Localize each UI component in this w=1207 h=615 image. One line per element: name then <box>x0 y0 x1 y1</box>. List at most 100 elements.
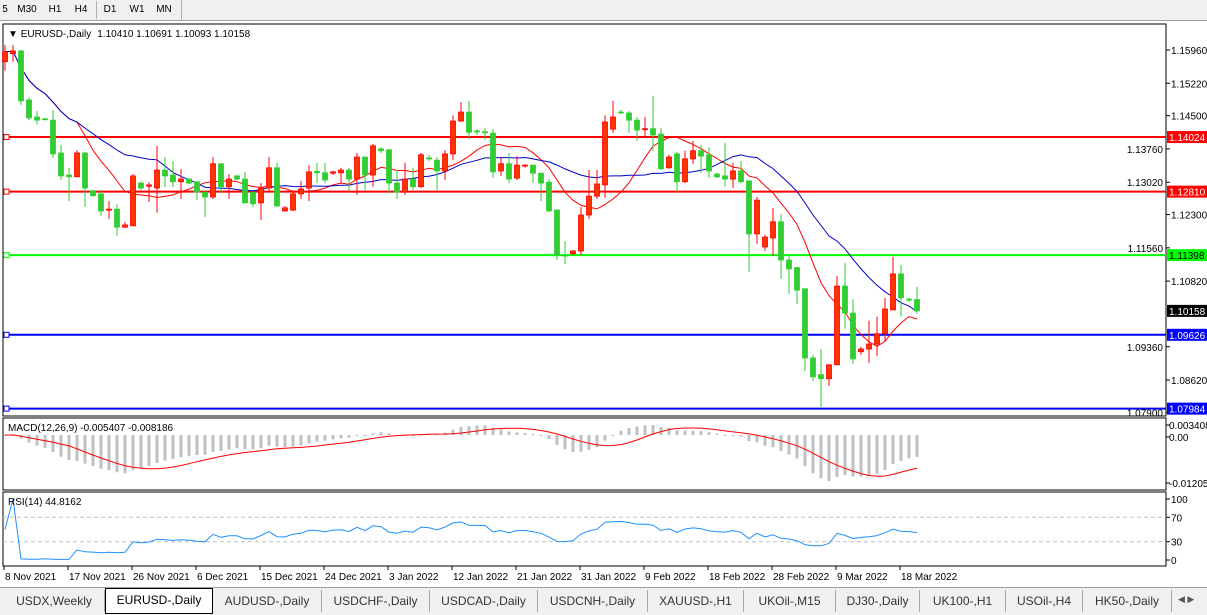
ohlc-readout: 1.10410 1.10691 1.10093 1.10158 <box>97 29 250 40</box>
macd-histogram-bar <box>171 435 175 459</box>
tab-xauusd-h1[interactable]: XAUUSD-,H1 <box>648 590 744 612</box>
candle-body <box>138 182 144 189</box>
macd-histogram-bar <box>843 435 847 476</box>
macd-histogram-bar <box>371 433 375 435</box>
macd-histogram-bar <box>683 430 687 435</box>
macd-histogram-bar <box>347 435 351 438</box>
candle-body <box>42 118 48 121</box>
tab-usdchf-daily[interactable]: USDCHF-,Daily <box>322 590 430 612</box>
macd-histogram-bar <box>803 435 807 467</box>
current-price-tag <box>1167 304 1207 317</box>
candle-body <box>10 50 16 54</box>
tab-dj30-daily[interactable]: DJ30-,Daily <box>836 590 920 612</box>
macd-histogram-bar <box>163 435 167 461</box>
timeframe-mn[interactable]: MN <box>156 4 172 15</box>
timeframe-toolbar: 5 M30 H1 H4 D1 W1 MN <box>0 0 1207 21</box>
timeframe-h1[interactable]: H1 <box>48 4 62 15</box>
macd-histogram-bar <box>891 435 895 465</box>
macd-histogram-bar <box>659 427 663 435</box>
candle-body <box>498 163 504 172</box>
macd-panel <box>2 417 1167 491</box>
candle-body <box>794 267 800 291</box>
candle-body <box>666 156 672 169</box>
macd-histogram-bar <box>699 430 703 435</box>
candle-body <box>730 170 736 180</box>
candle-body <box>122 224 128 228</box>
candle-body <box>402 178 408 193</box>
price-level-label: 1.11398 <box>1169 251 1205 262</box>
candle-body <box>762 236 768 248</box>
candle-body <box>186 178 192 184</box>
macd-histogram-bar <box>611 435 615 436</box>
timeframe-d1[interactable]: D1 <box>103 4 117 15</box>
tab-usoil-h4[interactable]: USOil-,H4 <box>1006 590 1083 612</box>
candle-body <box>346 169 352 180</box>
macd-histogram-bar <box>75 435 79 461</box>
candle-body <box>514 164 520 179</box>
macd-histogram-bar <box>715 433 719 435</box>
rsi-tick-label: 30 <box>1171 538 1183 549</box>
macd-histogram-bar <box>115 435 119 473</box>
macd-histogram-bar <box>563 435 567 450</box>
candle-body <box>434 159 440 172</box>
candle-body <box>290 193 296 211</box>
macd-histogram-bar <box>739 435 743 437</box>
macd-histogram-bar <box>587 435 591 450</box>
price-chart[interactable]: 1.15960 1.15220 1.14500 1.13760 1.13020 1.123… <box>0 0 1207 587</box>
macd-histogram-bar <box>547 435 551 440</box>
macd-histogram-bar <box>275 435 279 447</box>
candle-body <box>114 208 120 228</box>
candle-body <box>850 312 856 360</box>
macd-histogram-bar <box>851 435 855 477</box>
candle-body <box>914 299 920 312</box>
tab-usdcad-daily[interactable]: USDCAD-,Daily <box>430 590 538 612</box>
collapse-triangle-icon[interactable]: ▼ <box>8 29 21 40</box>
candle-body <box>58 152 64 177</box>
macd-histogram-bar <box>107 435 111 471</box>
candle-body <box>722 175 728 180</box>
candle-body <box>170 174 176 183</box>
timeframe-h4[interactable]: H4 <box>74 4 88 15</box>
price-tick-label: 1.07900 <box>1127 408 1164 419</box>
macd-histogram-bar <box>91 435 95 467</box>
tab-uk100-h1[interactable]: UK100-,H1 <box>920 590 1006 612</box>
tab-usdx-weekly[interactable]: USDX,Weekly <box>4 590 105 612</box>
tab-usdcnh-daily[interactable]: USDCNH-,Daily <box>538 590 648 612</box>
tab-ukoil-m15[interactable]: UKOil-,M15 <box>744 590 836 612</box>
line-anchor-handle <box>3 188 10 195</box>
candle-body <box>450 120 456 155</box>
candle-body <box>682 158 688 183</box>
macd-histogram-bar <box>539 435 543 436</box>
timeframe-w1[interactable]: W1 <box>129 4 145 15</box>
macd-histogram-bar <box>579 435 583 452</box>
timeframe-m5[interactable]: 5 <box>2 4 8 15</box>
candle-body <box>714 173 720 178</box>
candle-body <box>482 131 488 134</box>
tab-scroll-arrows-icon[interactable]: ◀ ▶ <box>1178 594 1195 604</box>
macd-histogram-bar <box>251 435 255 450</box>
candle-body <box>362 156 368 176</box>
macd-histogram-bar <box>603 435 607 441</box>
macd-histogram-bar <box>339 435 343 439</box>
tab-hk50-daily[interactable]: HK50-,Daily <box>1083 590 1172 612</box>
date-tick-label: 18 Mar 2022 <box>901 572 958 583</box>
candle-body <box>570 250 576 255</box>
timeframe-m30[interactable]: M30 <box>17 4 37 15</box>
candle-body <box>26 99 32 119</box>
date-tick-label: 9 Feb 2022 <box>645 572 696 583</box>
macd-histogram-bar <box>827 435 831 481</box>
macd-histogram-bar <box>235 435 239 449</box>
tab-audusd-daily[interactable]: AUDUSD-,Daily <box>213 590 322 612</box>
candle-body <box>314 171 320 174</box>
price-tick-label: 1.15960 <box>1171 46 1207 57</box>
candle-body <box>242 178 248 204</box>
candle-body <box>202 191 208 198</box>
candle-body <box>890 273 896 311</box>
candle-body <box>554 209 560 256</box>
tab-eurusd-daily[interactable]: EURUSD-,Daily <box>105 588 213 614</box>
rsi-line <box>4 498 918 560</box>
macd-histogram-bar <box>27 435 31 443</box>
date-tick-label: 6 Dec 2021 <box>197 572 249 583</box>
candle-body <box>530 164 536 174</box>
candle-body <box>266 167 272 189</box>
